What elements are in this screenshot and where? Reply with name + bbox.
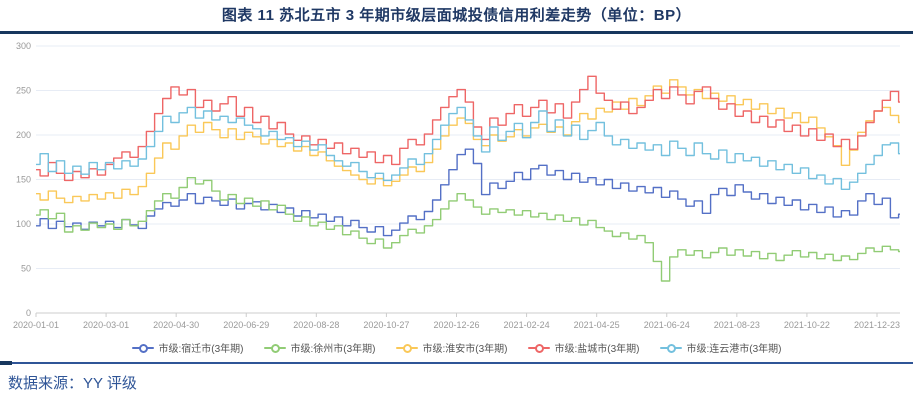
- x-axis-tick-label: 2021-12-23: [854, 320, 900, 330]
- x-axis-tick-label: 2021-02-24: [504, 320, 550, 330]
- chart-legend: 市级:宿迁市(3年期) 市级:徐州市(3年期) 市级:淮安市(3年期) 市级:盐城市(…: [0, 340, 913, 355]
- legend-item-1[interactable]: 市级:徐州市(3年期): [263, 340, 376, 355]
- series-line-市级:连云港市(3年期): [36, 106, 900, 190]
- y-axis-tick-label: 300: [16, 41, 31, 51]
- y-axis-tick-label: 0: [26, 308, 31, 318]
- legend-ring-icon: [138, 343, 148, 353]
- x-axis-tick-label: 2021-06-24: [644, 320, 690, 330]
- legend-ring-icon: [534, 343, 544, 353]
- legend-marker-icon: [395, 343, 418, 353]
- legend-label: 市级:盐城市(3年期): [554, 344, 640, 355]
- legend-ring-icon: [270, 343, 280, 353]
- y-axis-tick-label: 250: [16, 86, 31, 96]
- legend-item-0[interactable]: 市级:宿迁市(3年期): [131, 340, 244, 355]
- legend-marker-icon: [263, 343, 286, 353]
- data-source-label: 数据来源：YY 评级: [8, 375, 137, 392]
- footer-divider: [0, 362, 913, 364]
- series-line-市级:徐州市(3年期): [36, 177, 900, 282]
- legend-label: 市级:淮安市(3年期): [422, 344, 508, 355]
- x-axis-tick-label: 2021-10-22: [784, 320, 830, 330]
- x-axis-tick-label: 2020-04-30: [153, 320, 199, 330]
- legend-item-4[interactable]: 市级:连云港市(3年期): [659, 340, 782, 355]
- y-axis-tick-label: 100: [16, 219, 31, 229]
- legend-item-3[interactable]: 市级:盐城市(3年期): [527, 340, 640, 355]
- x-axis-tick-label: 2021-04-25: [574, 320, 620, 330]
- legend-item-2[interactable]: 市级:淮安市(3年期): [395, 340, 508, 355]
- legend-label: 市级:徐州市(3年期): [290, 344, 376, 355]
- title-divider: [0, 31, 913, 34]
- y-axis-tick-label: 150: [16, 175, 31, 185]
- series-line-市级:宿迁市(3年期): [36, 148, 900, 237]
- x-axis-tick-label: 2020-01-01: [13, 320, 59, 330]
- legend-ring-icon: [402, 343, 412, 353]
- x-axis-tick-label: 2020-10-27: [363, 320, 409, 330]
- x-axis-tick-label: 2020-03-01: [83, 320, 129, 330]
- line-chart: 0 50 100 150 200 250 300 2020-01-01 2020-03-01 20…: [13, 41, 900, 330]
- x-axis-tick-label: 2020-08-28: [293, 320, 339, 330]
- x-axis-tick-label: 2020-12-26: [433, 320, 479, 330]
- page-title: 图表 11 苏北五市 3 年期市级层面城投债信用利差走势（单位：BP）: [221, 7, 692, 24]
- legend-marker-icon: [527, 343, 550, 353]
- series-line-市级:淮安市(3年期): [36, 79, 900, 204]
- series-line-市级:盐城市(3年期): [36, 75, 900, 182]
- x-axis-tick-label: 2020-06-29: [223, 320, 269, 330]
- y-axis-tick-label: 200: [16, 130, 31, 140]
- legend-marker-icon: [659, 343, 682, 353]
- footer-divider-cap: [0, 361, 12, 365]
- legend-marker-icon: [131, 343, 154, 353]
- x-axis-tick-label: 2021-08-23: [714, 320, 760, 330]
- legend-label: 市级:连云港市(3年期): [686, 344, 782, 355]
- legend-ring-icon: [666, 343, 676, 353]
- y-axis-tick-label: 50: [21, 264, 31, 274]
- legend-label: 市级:宿迁市(3年期): [158, 344, 244, 355]
